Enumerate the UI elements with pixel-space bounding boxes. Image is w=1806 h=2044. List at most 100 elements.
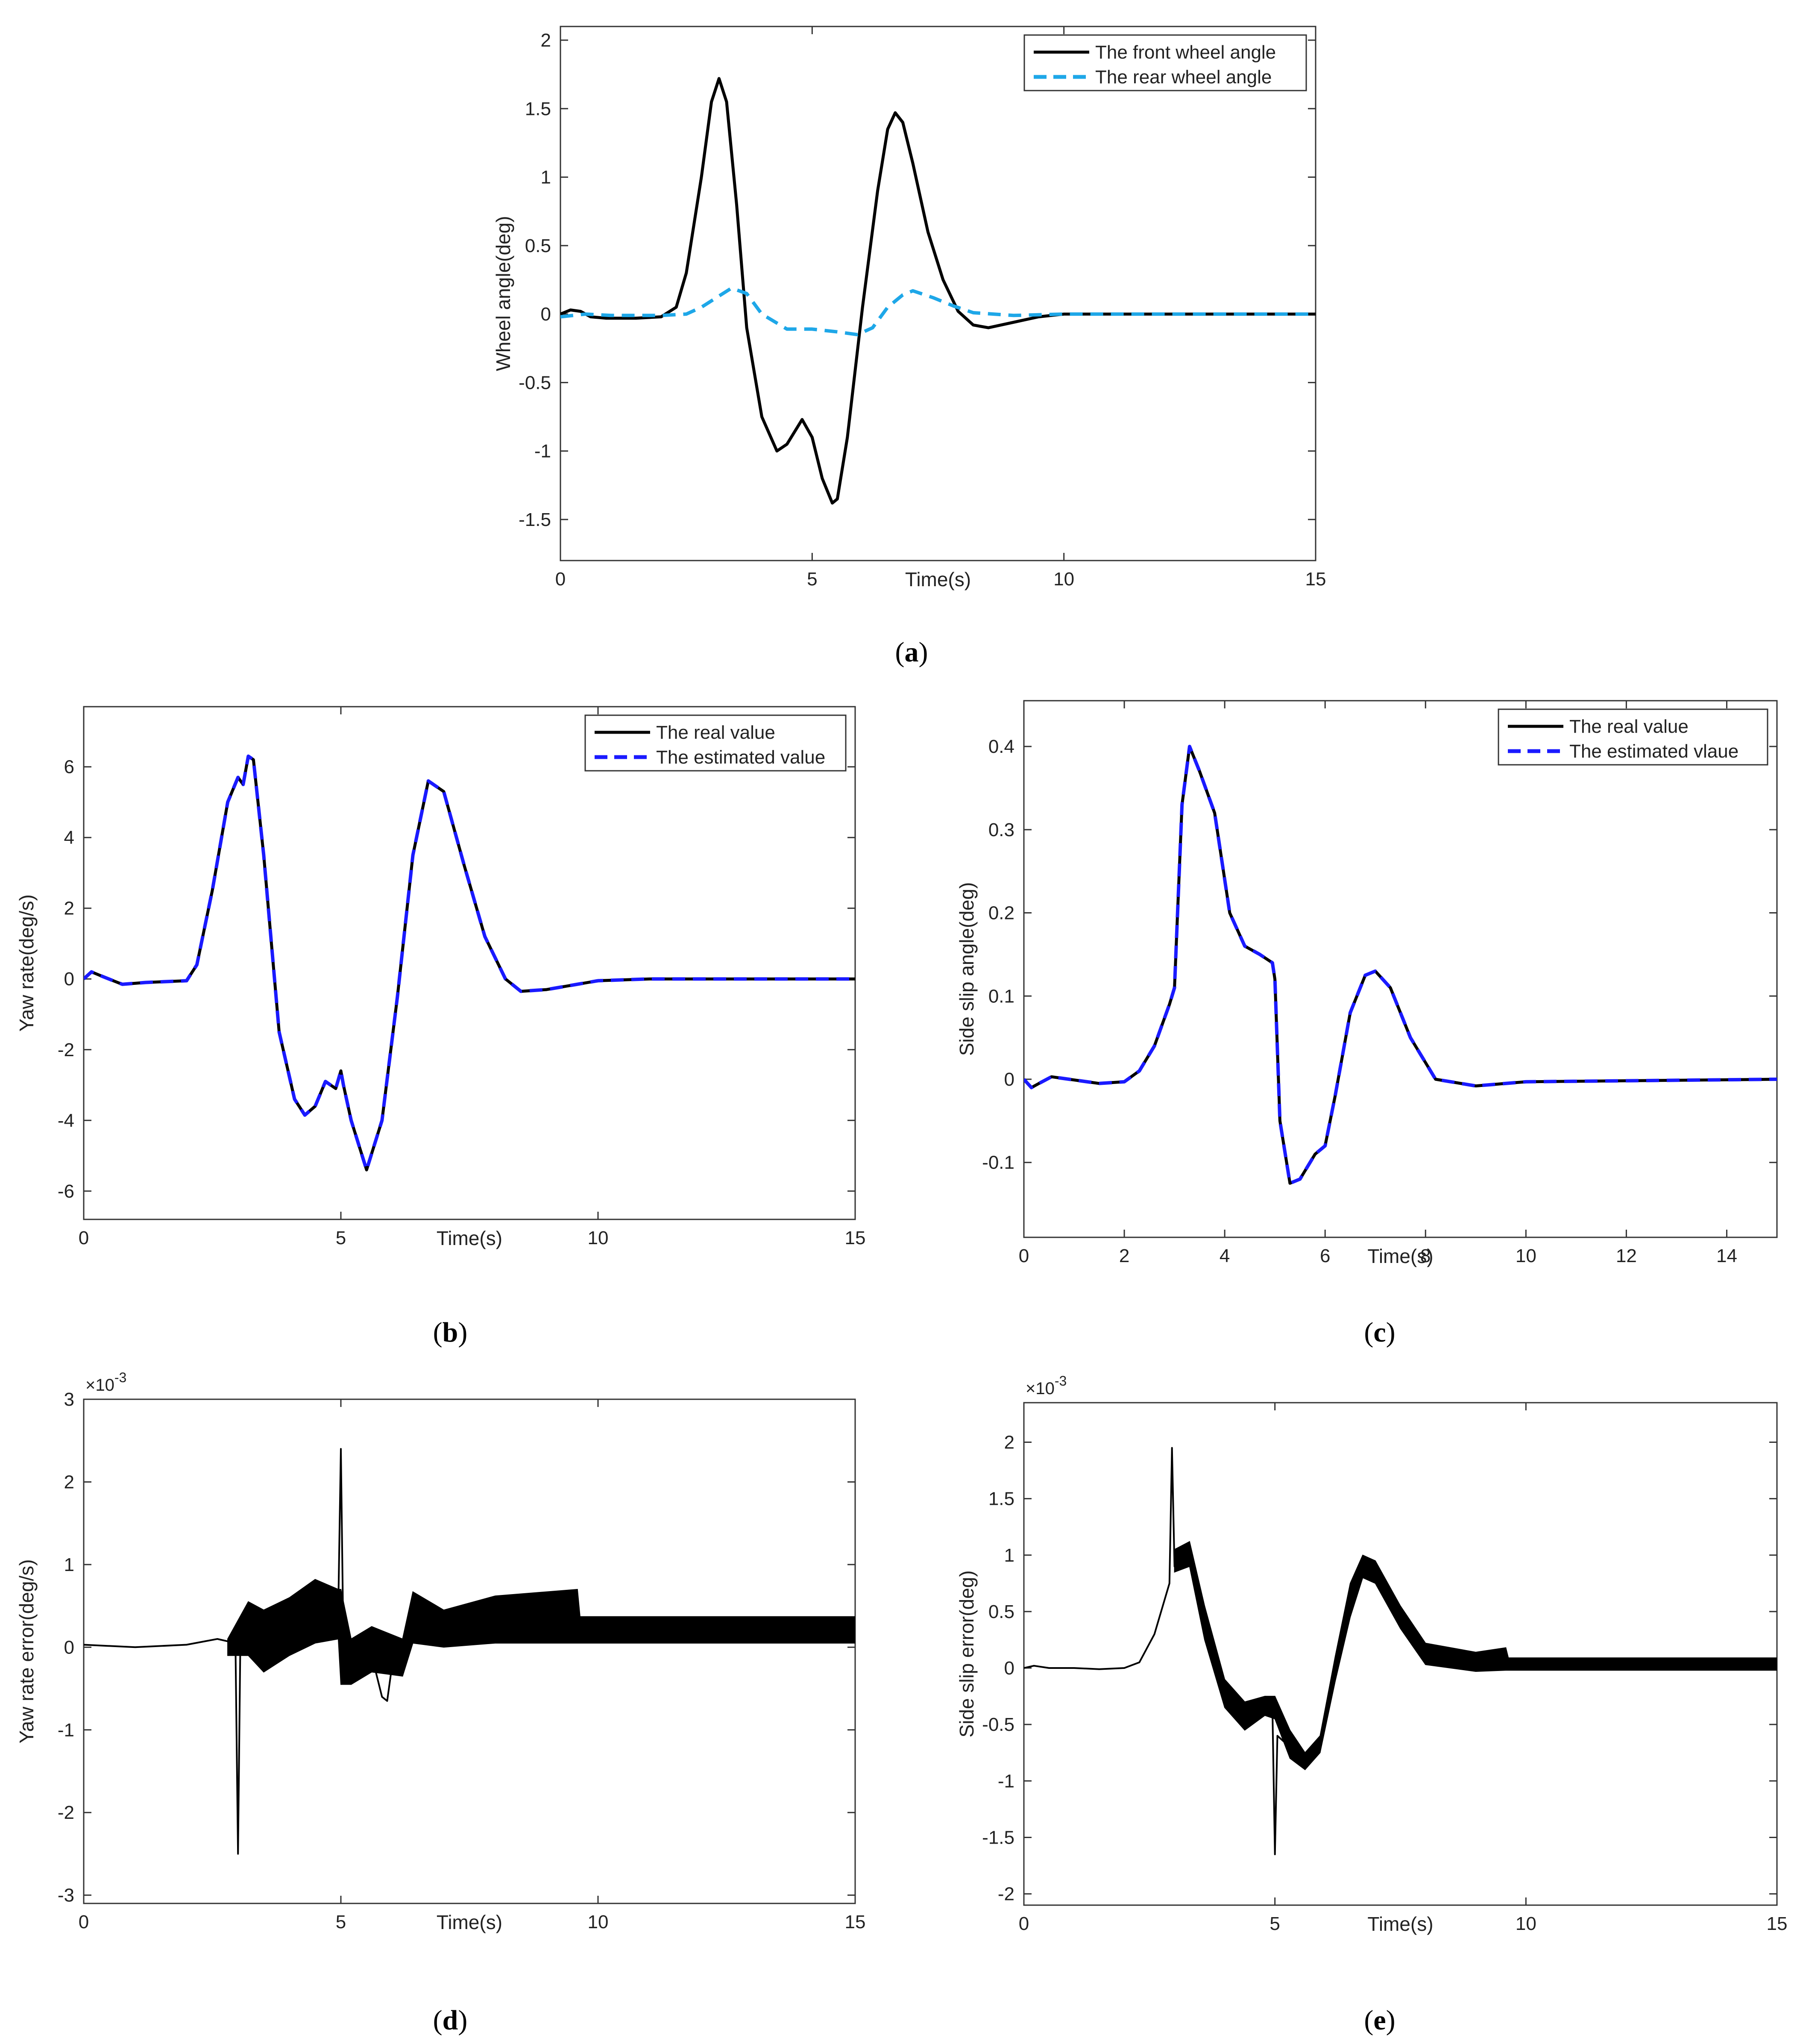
y-tick-label: 0.3	[988, 819, 1014, 840]
series-d-0	[84, 1448, 855, 1855]
series-e-0	[1024, 1447, 1777, 1856]
x-tick-label: 6	[1320, 1245, 1330, 1266]
axis-scale-label: ×10-3	[85, 1370, 126, 1395]
caption-close-paren: )	[919, 637, 928, 668]
caption-letter: a	[905, 637, 919, 668]
legend-label: The rear wheel angle	[1095, 67, 1272, 88]
legend-label: The estimated vlaue	[1569, 741, 1739, 762]
x-tick-label: 10	[588, 1912, 609, 1932]
y-tick-label: -4	[58, 1110, 74, 1131]
y-tick-label: 2	[1004, 1432, 1014, 1453]
caption-open-paren: (	[433, 1317, 443, 1348]
scale-exponent: -3	[114, 1370, 126, 1385]
caption-letter: d	[443, 2005, 458, 2036]
series-line	[560, 77, 1316, 505]
x-tick-label: 5	[336, 1228, 346, 1248]
x-tick-label: 5	[1269, 1913, 1280, 1934]
y-tick-label: -1	[58, 1720, 74, 1741]
series-a-1	[560, 286, 1316, 337]
legend-box	[1498, 708, 1768, 766]
x-axis-label: Time(s)	[1367, 1245, 1433, 1267]
y-tick-label: 0.2	[988, 903, 1014, 924]
y-tick-label: 1.5	[525, 98, 551, 119]
panel-caption: (a)	[895, 637, 928, 668]
y-tick-label: 1.5	[988, 1489, 1014, 1510]
legend: The front wheel angle The rear wheel angl…	[1023, 34, 1307, 91]
y-tick-label: -6	[58, 1181, 74, 1202]
caption-open-paren: (	[1364, 2005, 1373, 2036]
y-tick-label: -1.5	[982, 1827, 1014, 1848]
legend-label: The real value	[656, 722, 775, 743]
plot-area-e	[1023, 1402, 1778, 1906]
x-tick-label: 0	[79, 1228, 89, 1248]
series-line	[84, 1448, 855, 1855]
y-tick-label: -2	[58, 1040, 74, 1060]
y-tick-label: 2	[64, 898, 74, 919]
x-tick-label: 8	[1420, 1245, 1431, 1266]
y-axis-label: Yaw rate(deg/s)	[15, 894, 38, 1031]
series-line	[84, 754, 855, 1172]
plot-area-a	[560, 26, 1316, 561]
legend: The real value The estimated value	[584, 714, 847, 772]
y-tick-label: -0.1	[982, 1152, 1014, 1173]
y-tick-label: 4	[64, 827, 74, 848]
y-tick-label: 0	[64, 969, 74, 990]
y-tick-label: 0	[1004, 1069, 1014, 1090]
legend-box	[1023, 34, 1307, 91]
plot-area-d	[83, 1398, 856, 1904]
caption-letter: e	[1373, 2005, 1386, 2036]
caption-close-paren: )	[1386, 2005, 1396, 2036]
caption-open-paren: (	[433, 2005, 443, 2036]
y-tick-label: 1	[64, 1554, 74, 1575]
x-tick-label: 12	[1616, 1245, 1637, 1266]
y-tick-label: 1	[541, 167, 551, 188]
y-tick-label: -0.5	[982, 1714, 1014, 1735]
caption-close-paren: )	[458, 1317, 467, 1348]
legend-box	[584, 714, 847, 772]
panel-caption: (e)	[1364, 2005, 1395, 2036]
y-tick-label: 0.5	[525, 235, 551, 256]
y-tick-label: -2	[998, 1884, 1014, 1905]
x-axis-label: Time(s)	[905, 568, 971, 590]
panel-caption: (b)	[433, 1317, 468, 1348]
y-tick-label: 2	[541, 30, 551, 51]
y-tick-label: -1.5	[519, 509, 551, 530]
caption-open-paren: (	[1364, 1317, 1373, 1348]
y-axis-label: Wheel angle(deg)	[492, 216, 514, 371]
legend-label: The front wheel angle	[1095, 42, 1276, 63]
x-tick-label: 14	[1716, 1245, 1737, 1266]
y-tick-label: 0.1	[988, 986, 1014, 1007]
caption-close-paren: )	[458, 2005, 467, 2036]
y-tick-label: -0.5	[519, 372, 551, 393]
y-tick-label: -1	[998, 1771, 1014, 1791]
series-line	[1024, 745, 1777, 1185]
axis-scale-label: ×10-3	[1026, 1373, 1067, 1398]
x-tick-label: 0	[79, 1912, 89, 1932]
plot-area-b	[83, 706, 856, 1220]
x-tick-label: 0	[1019, 1245, 1029, 1266]
x-tick-label: 0	[1019, 1913, 1029, 1934]
x-tick-label: 15	[845, 1228, 866, 1248]
chart-b: 0 5 10 15 -6 -4 -2 0 2 4 6 Time(s) Yaw rate(deg/s) Th…	[15, 706, 866, 1348]
x-tick-label: 4	[1220, 1245, 1230, 1266]
series-a-0	[560, 77, 1316, 505]
x-axis-label: Time(s)	[1367, 1913, 1433, 1935]
x-tick-label: 10	[1053, 569, 1074, 590]
y-tick-label: 2	[64, 1471, 74, 1492]
caption-open-paren: (	[895, 637, 905, 668]
caption-letter: c	[1373, 1317, 1386, 1348]
y-axis-label: Side slip error(deg)	[956, 1570, 978, 1737]
y-tick-label: 1	[1004, 1545, 1014, 1566]
y-tick-label: 0.4	[988, 736, 1014, 757]
y-tick-label: -2	[58, 1802, 74, 1823]
x-tick-label: 10	[1516, 1245, 1536, 1266]
panel-caption: (c)	[1364, 1317, 1395, 1348]
x-tick-label: 5	[807, 569, 817, 590]
x-tick-label: 10	[588, 1228, 609, 1248]
scale-base: ×10	[1026, 1379, 1055, 1398]
x-axis-label: Time(s)	[437, 1227, 502, 1249]
x-tick-label: 10	[1516, 1913, 1536, 1934]
y-axis-label: Yaw rate error(deg/s)	[15, 1559, 38, 1743]
